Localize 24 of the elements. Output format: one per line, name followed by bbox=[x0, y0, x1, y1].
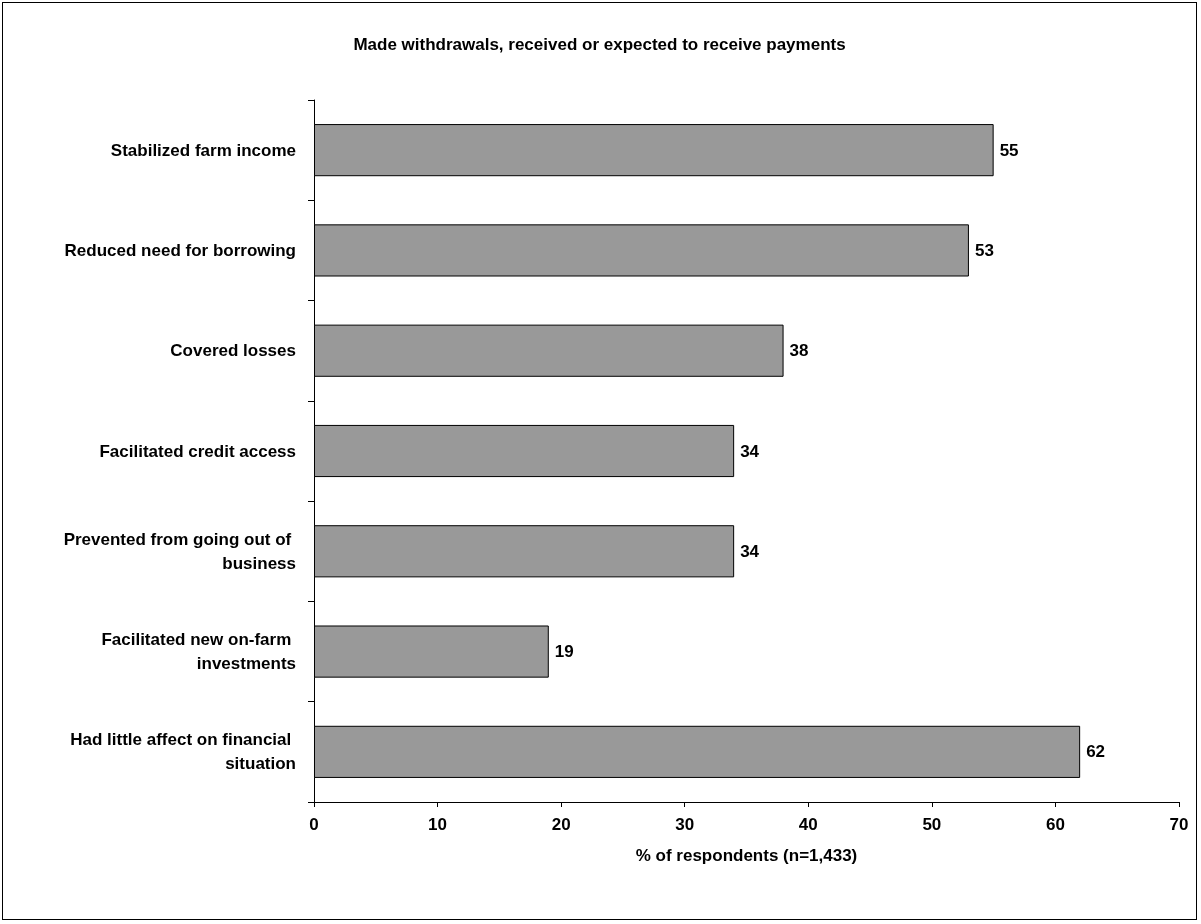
x-tick-label: 50 bbox=[922, 815, 942, 834]
data-label: 55 bbox=[999, 140, 1019, 160]
x-axis-title: % of respondents (n=1,433) bbox=[635, 846, 858, 865]
data-label: 19 bbox=[554, 642, 574, 662]
data-label: 38 bbox=[789, 341, 809, 361]
x-tick-label: 0 bbox=[309, 815, 319, 834]
y-tick-label: Covered losses bbox=[170, 341, 296, 361]
data-label: 62 bbox=[1086, 742, 1106, 762]
x-tick-label: 40 bbox=[798, 815, 818, 834]
data-label: 53 bbox=[974, 240, 994, 260]
y-tick-label: Had little affect on financial situation bbox=[70, 730, 296, 774]
x-tick-label: 30 bbox=[675, 815, 695, 834]
x-tick-label: 60 bbox=[1045, 815, 1065, 834]
y-tick-label: Facilitated credit access bbox=[99, 441, 296, 461]
x-tick-label: 10 bbox=[428, 815, 448, 834]
chart-title: Made withdrawals, received or expected to receive payments bbox=[353, 35, 846, 54]
x-tick-label: 70 bbox=[1169, 815, 1189, 834]
x-tick-label: 20 bbox=[551, 815, 571, 834]
data-label: 34 bbox=[740, 441, 760, 461]
data-label: 34 bbox=[740, 541, 760, 561]
y-tick-label: Reduced need for borrowing bbox=[64, 240, 296, 260]
y-tick-label: Stabilized farm income bbox=[110, 140, 296, 160]
y-tick-label: Prevented from going out of business bbox=[63, 529, 296, 573]
y-tick-label: Facilitated new on-farm investments bbox=[101, 630, 296, 674]
